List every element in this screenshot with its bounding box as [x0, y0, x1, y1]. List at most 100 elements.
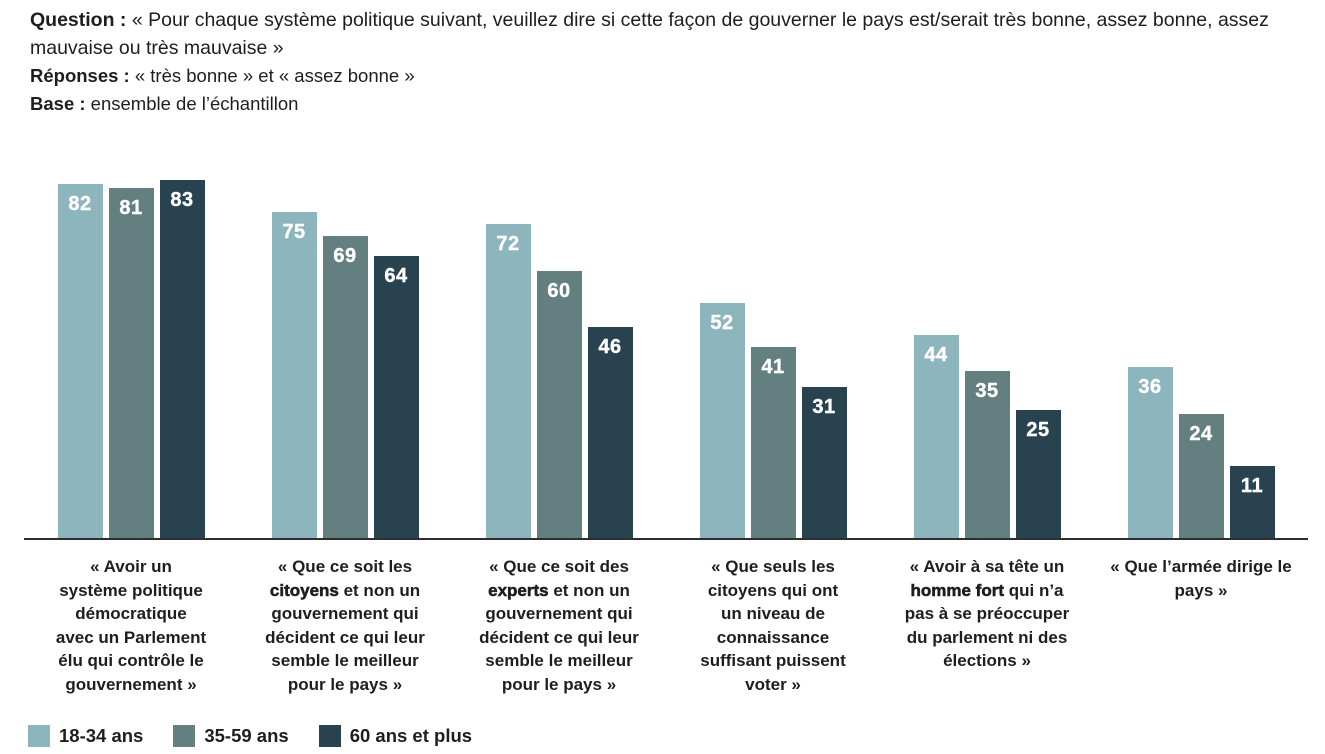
bar: 82: [57, 184, 103, 538]
category-label-segment: élections »: [943, 651, 1031, 670]
category-label: « Avoir un système politique démocratique a…: [24, 555, 238, 696]
bar-value-label: 52: [710, 312, 734, 334]
bar-group: 52 41 31: [666, 303, 880, 538]
category-label: « Que seuls les citoyens qui ont un niveau…: [666, 555, 880, 696]
category-label-segment: décident ce qui leur: [265, 627, 425, 647]
category-label-segment: semble le meilleur: [271, 651, 419, 670]
bar: 83: [159, 180, 205, 538]
legend-swatch: [28, 725, 50, 747]
category-label: « Que l’armée dirige le pays »: [1094, 555, 1308, 602]
responses-line: Réponses : « très bonne » et « assez bon…: [30, 62, 1297, 90]
bar-group: 82 81 83: [24, 180, 238, 538]
bar: 52: [699, 303, 745, 538]
category-label-segment: un niveau de: [721, 604, 825, 623]
category-label: « Que ce soit les citoyens et non un gouve…: [238, 555, 452, 696]
category-label-line: voter »: [672, 673, 874, 697]
category-label-line: connaissance: [672, 626, 874, 650]
bar: 36: [1127, 367, 1173, 538]
category-label-line: citoyens qui ont: [672, 579, 874, 603]
bar-value-label: 83: [170, 189, 194, 211]
category-label-line: du parlement ni des: [886, 626, 1088, 650]
legend-item: 35-59 ans: [173, 725, 289, 747]
category-label-line: décident ce qui leur: [458, 626, 660, 650]
legend-item: 18-34 ans: [28, 725, 143, 747]
legend-label: 35-59 ans: [204, 725, 289, 746]
category-label-line: pour le pays »: [244, 673, 446, 697]
responses-label: Réponses :: [30, 65, 130, 86]
question-label: Question :: [30, 9, 127, 31]
category-label-segment: voter »: [745, 674, 801, 694]
base-text: ensemble de l’échantillon: [85, 93, 299, 114]
bar-value-label: 44: [924, 344, 948, 366]
category-label-line: élections »: [886, 649, 1088, 673]
category-label-line: « Que ce soit des: [458, 555, 660, 579]
category-label-line: gouvernement »: [30, 673, 232, 697]
category-label-line: « Avoir un: [30, 555, 232, 579]
bar-value-label: 75: [282, 221, 306, 243]
category-label-line: un niveau de: [672, 602, 874, 626]
question-line: Question : « Pour chaque système politiq…: [30, 6, 1297, 62]
category-label-segment: connaissance: [716, 627, 830, 647]
base-label: Base :: [30, 93, 86, 114]
bar-group: 72 60 46: [452, 224, 666, 538]
category-label-segment: élu qui contrôle le: [58, 651, 204, 670]
category-label-line: experts et non un: [458, 579, 660, 603]
category-label-line: gouvernement qui: [244, 602, 446, 626]
bar-value-label: 41: [761, 356, 785, 378]
category-label-line: suffisant puissent: [672, 649, 874, 673]
category-label-line: citoyens et non un: [244, 579, 446, 603]
bar: 25: [1015, 410, 1061, 538]
category-label: « Avoir à sa tête un homme fort qui n’a pa…: [880, 555, 1094, 673]
bar-value-label: 46: [598, 336, 622, 358]
category-label-line: élu qui contrôle le: [30, 649, 232, 673]
bar: 72: [485, 224, 531, 538]
bars-area: 82 81 83 75 69 64 72 60 46 52 41 31 44 35 25 36 24 11: [24, 178, 1308, 540]
category-label-line: décident ce qui leur: [244, 626, 446, 650]
bar-value-label: 31: [812, 396, 836, 418]
bar: 11: [1229, 466, 1275, 538]
category-label-line: système politique: [30, 579, 232, 603]
bar-value-label: 25: [1026, 419, 1050, 441]
bar-value-label: 24: [1189, 423, 1213, 445]
category-label-segment: « Que ce soit les: [277, 557, 413, 576]
category-label-segment: semble le meilleur: [485, 651, 633, 670]
category-label-segment: pour le pays »: [501, 674, 617, 694]
bar-value-label: 69: [333, 245, 357, 267]
question-text: « Pour chaque système politique suivant,…: [30, 9, 1269, 59]
category-label-line: pays »: [1100, 579, 1302, 603]
bar-value-label: 64: [384, 265, 408, 287]
category-label-line: « Que seuls les: [672, 555, 874, 579]
category-label-segment: « Avoir à sa tête un: [909, 557, 1065, 576]
bar: 41: [750, 347, 796, 538]
category-label-line: pour le pays »: [458, 673, 660, 697]
base-line: Base : ensemble de l’échantillon: [30, 90, 1297, 118]
category-label-segment: « Que seuls les: [711, 557, 835, 576]
category-label-segment: décident ce qui leur: [479, 627, 639, 647]
category-label-line: « Que l’armée dirige le: [1100, 555, 1302, 579]
category-label-segment: pas à se préoccuper: [904, 604, 1070, 623]
legend: 18-34 ans 35-59 ans 60 ans et plus: [28, 725, 1297, 747]
bar-value-label: 72: [496, 233, 520, 255]
bar-group: 44 35 25: [880, 335, 1094, 538]
category-label-segment: gouvernement qui: [485, 604, 633, 623]
bar: 35: [964, 371, 1010, 538]
category-label-segment: et non un: [338, 580, 421, 600]
bar-value-label: 82: [68, 193, 92, 215]
category-label-segment: gouvernement »: [65, 674, 197, 694]
category-label-segment: système politique: [59, 580, 203, 600]
category-label-line: « Avoir à sa tête un: [886, 555, 1088, 579]
category-label-line: semble le meilleur: [244, 649, 446, 673]
category-label-bold-segment: citoyens: [269, 580, 340, 600]
bar: 81: [108, 188, 154, 538]
category-label-segment: « Que l’armée dirige le: [1110, 557, 1292, 576]
bar: 64: [373, 256, 419, 538]
bar-group: 75 69 64: [238, 212, 452, 538]
bar: 60: [536, 271, 582, 538]
category-label-segment: démocratique: [75, 604, 187, 623]
category-label-line: pas à se préoccuper: [886, 602, 1088, 626]
legend-swatch: [173, 725, 196, 747]
bar-group: 36 24 11: [1094, 367, 1308, 538]
category-label-segment: du parlement ni des: [906, 627, 1068, 647]
category-label-line: démocratique: [30, 602, 232, 626]
